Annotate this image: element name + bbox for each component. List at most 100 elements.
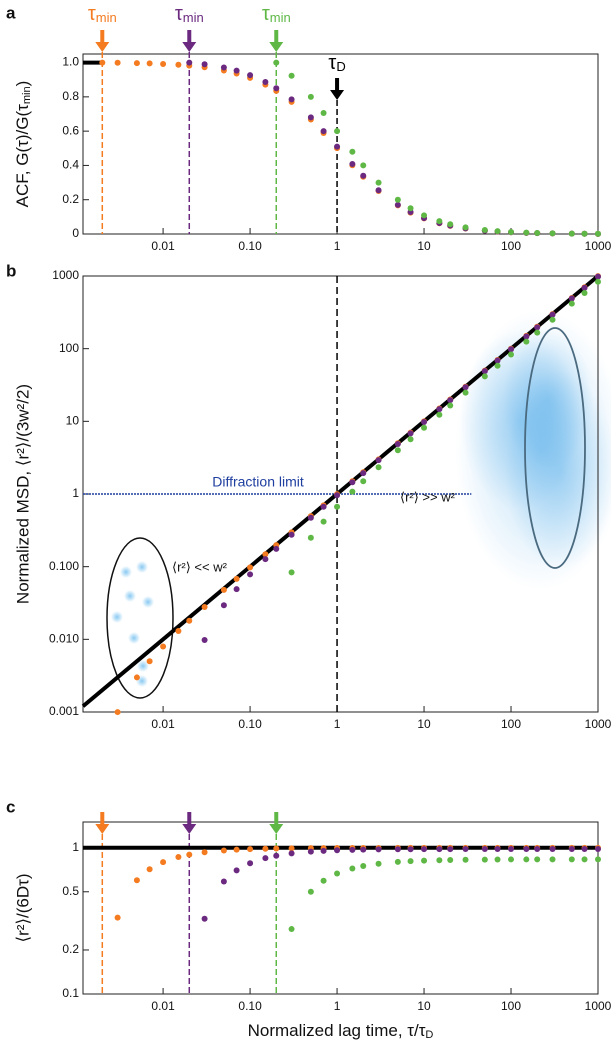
y-axis-label-sub: min: [21, 86, 33, 104]
data-point: [447, 397, 454, 404]
data-point: [146, 866, 153, 873]
marker-arrow: [95, 812, 110, 834]
y-axis-label: ACF, G(τ)/G(τmin): [13, 81, 32, 208]
data-point: [462, 224, 469, 231]
inset-label: ⟨r²⟩ >> w²: [400, 489, 456, 504]
data-point: [462, 384, 469, 391]
y-tick-label: 1000: [52, 268, 79, 282]
data-point: [436, 857, 443, 864]
data-point: [508, 346, 515, 353]
data-point: [114, 914, 121, 921]
data-point: [407, 846, 414, 853]
data-point: [201, 636, 208, 643]
data-point: [334, 492, 341, 499]
data-point: [146, 658, 153, 665]
y-tick-label: 10: [66, 414, 80, 428]
x-tick-label: 0.01: [151, 999, 175, 1013]
y-tick-label: 0.5: [62, 884, 79, 898]
data-point: [334, 143, 341, 150]
data-point: [394, 846, 401, 853]
marker-label: τmin: [88, 3, 117, 25]
data-point: [394, 440, 401, 447]
marker-arrow: [269, 30, 284, 52]
data-point: [220, 586, 227, 593]
inset-ellipse: [106, 537, 174, 699]
data-point: [568, 856, 575, 863]
data-point: [508, 351, 515, 358]
data-point: [307, 534, 314, 541]
marker-label: τmin: [262, 3, 291, 25]
data-point: [334, 847, 341, 854]
data-point: [549, 316, 556, 323]
data-point: [320, 877, 327, 884]
x-tick-label: 0.01: [151, 717, 175, 731]
data-point: [307, 888, 314, 895]
diffraction-limit-label: Diffraction limit: [212, 474, 304, 490]
x-tick-label: 1000: [585, 999, 611, 1013]
y-axis-label-part: ACF, G(τ)/G(τ: [13, 104, 32, 207]
x-tick-label: 1: [334, 239, 341, 253]
data-point: [568, 300, 575, 307]
spot: [142, 596, 154, 608]
data-point: [581, 284, 588, 291]
data-point: [273, 852, 280, 859]
inset-left: [106, 537, 174, 699]
data-point: [233, 586, 240, 593]
data-point: [273, 85, 280, 92]
data-point: [160, 859, 167, 866]
data-point: [349, 488, 356, 495]
x-tick-label: 0.01: [151, 239, 175, 253]
data-point: [462, 856, 469, 863]
x-tick-label: 1000: [585, 717, 611, 731]
data-point: [247, 571, 254, 578]
data-point: [375, 860, 382, 867]
data-point: [462, 846, 469, 853]
data-point: [481, 856, 488, 863]
data-point: [307, 514, 314, 521]
data-point: [262, 845, 269, 852]
y-axis-label: ⟨r²⟩/(6Dτ): [13, 873, 32, 942]
panel-letter: b: [6, 261, 16, 280]
data-point: [421, 857, 428, 864]
marker-label-sub: min: [270, 10, 291, 25]
data-point: [508, 856, 515, 863]
x-axis-label-sub: D: [425, 1029, 433, 1041]
data-point: [394, 858, 401, 865]
data-point: [595, 278, 601, 285]
data-point: [568, 230, 575, 237]
data-point: [247, 846, 254, 853]
y-axis-label-part: ): [13, 81, 32, 87]
data-point: [201, 603, 208, 610]
y-tick-label: 1.0: [62, 55, 79, 69]
data-point: [349, 846, 356, 853]
plot-frame: [82, 53, 599, 235]
data-point: [534, 229, 541, 236]
marker-label: τD: [328, 52, 345, 74]
marker-label-part: τ: [88, 3, 96, 25]
data-point: [233, 846, 240, 853]
data-point: [334, 503, 341, 510]
data-point: [288, 926, 295, 933]
inset-right: [455, 310, 611, 590]
data-point: [568, 846, 575, 853]
marker-label-part: τ: [328, 52, 336, 74]
data-point: [99, 59, 106, 66]
data-point: [360, 478, 367, 485]
y-tick-label: 0.100: [49, 559, 79, 573]
data-point: [508, 846, 515, 853]
data-point: [288, 845, 295, 852]
data-point: [320, 128, 327, 135]
data-point: [262, 556, 269, 563]
data-point: [447, 402, 454, 409]
data-point: [220, 847, 227, 854]
data-point: [568, 295, 575, 302]
data-point: [349, 479, 356, 486]
data-point: [233, 67, 240, 74]
data-point: [523, 338, 530, 345]
data-point: [436, 411, 443, 418]
data-point: [307, 93, 314, 100]
data-point: [201, 915, 208, 922]
